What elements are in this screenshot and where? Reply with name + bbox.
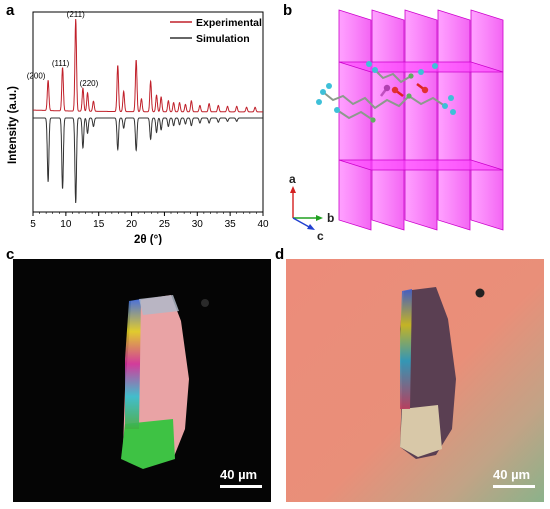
x-tick-label: 35	[225, 219, 237, 230]
data-point	[185, 107, 187, 109]
panel-label-b: b	[283, 2, 293, 19]
atoms	[316, 61, 456, 123]
data-point	[173, 105, 175, 107]
data-point	[199, 119, 201, 121]
legend-label-experimental: Experimental	[196, 17, 262, 29]
plot-frame	[32, 11, 264, 213]
data-point	[191, 122, 193, 124]
panel-label-d: d	[275, 246, 285, 263]
data-point	[236, 118, 238, 120]
data-point	[156, 98, 158, 100]
lattice-plane	[338, 9, 372, 231]
peak-annotation: (111)	[52, 59, 70, 68]
micrograph-polarized-c: 40 µm	[13, 259, 271, 502]
data-point	[87, 130, 89, 132]
data-point	[160, 99, 162, 101]
scale-bar	[220, 485, 262, 488]
data-point	[82, 144, 84, 146]
data-point	[254, 110, 256, 112]
data-point	[236, 109, 238, 111]
peak-annotation: (200)	[27, 72, 46, 81]
data-point	[117, 68, 119, 70]
data-point	[218, 108, 220, 110]
panel-label-a: a	[6, 2, 15, 19]
lattice-plane	[470, 9, 504, 231]
x-tick-label: 5	[30, 219, 36, 230]
crystal-edge-rainbow	[125, 299, 141, 429]
data-point	[82, 91, 84, 93]
data-point	[47, 178, 49, 180]
data-point	[135, 63, 137, 65]
data-point	[199, 108, 201, 110]
scale-bar	[493, 485, 535, 488]
data-point	[179, 105, 181, 107]
data-point	[47, 84, 49, 86]
x-tick-label: 40	[257, 219, 269, 230]
xrd-chart: 5 10 15 20 25 30 35 40 (200) (111) (211) (220) Expe…	[7, 10, 269, 245]
data-point	[191, 103, 193, 105]
data-point	[87, 96, 89, 98]
data-point	[150, 84, 152, 86]
x-tick-label: 25	[159, 219, 171, 230]
x-tick-label: 15	[93, 219, 105, 230]
micrograph-compensator-d: 40 µm	[286, 259, 544, 502]
peak-annotation: (211)	[67, 10, 85, 19]
data-point	[93, 123, 95, 125]
data-point	[141, 101, 143, 103]
data-point	[185, 120, 187, 122]
data-point	[246, 110, 248, 112]
data-point	[123, 124, 125, 126]
data-point	[156, 129, 158, 131]
axis-indicator: a b c	[289, 172, 334, 243]
x-tick-label: 10	[60, 219, 72, 230]
data-point	[62, 71, 64, 73]
horizontal-plane	[338, 159, 504, 171]
data-point	[135, 147, 137, 149]
crystal-structure-diagram: a b c	[289, 9, 504, 243]
crystal-edge-rainbow	[400, 289, 412, 409]
data-point	[227, 109, 229, 111]
axis-c-arrow	[292, 217, 312, 229]
data-point	[218, 118, 220, 120]
lattice-plane	[404, 9, 438, 231]
x-axis-label: 2θ (°)	[134, 234, 162, 245]
data-point	[150, 135, 152, 137]
data-point	[208, 106, 210, 108]
scale-bar-label: 40 µm	[220, 467, 258, 482]
lattice-plane	[437, 9, 471, 231]
axis-b-label: b	[327, 211, 334, 225]
data-point	[75, 199, 77, 201]
series-line-experimental	[33, 19, 263, 113]
scale-bar-label: 40 µm	[493, 467, 531, 482]
crystal-green-region	[121, 419, 175, 469]
data-point	[117, 146, 119, 148]
lattice-plane	[371, 9, 405, 231]
data-point	[208, 119, 210, 121]
data-point	[62, 185, 64, 187]
data-point	[179, 121, 181, 123]
data-point	[227, 118, 229, 120]
panel-label-c: c	[6, 246, 15, 263]
y-axis-label: Intensity (a.u.)	[7, 86, 19, 164]
peak-annotation: (220)	[80, 79, 99, 88]
x-tick-label: 30	[192, 219, 204, 230]
data-point	[160, 126, 162, 128]
data-point	[75, 22, 77, 24]
x-tick-label: 20	[126, 219, 138, 230]
horizontal-plane	[338, 61, 504, 73]
legend: Experimental Simulation	[170, 17, 262, 45]
lattice-planes	[338, 9, 504, 231]
crystal-light-region	[400, 405, 442, 457]
data-point	[123, 94, 125, 96]
data-point	[168, 103, 170, 105]
axis-a-label: a	[289, 172, 296, 186]
legend-label-simulation: Simulation	[196, 33, 250, 45]
data-point	[168, 123, 170, 125]
data-point	[93, 104, 95, 106]
axis-c-label: c	[317, 229, 324, 243]
data-point	[173, 122, 175, 124]
series-line-simulation	[33, 117, 263, 204]
